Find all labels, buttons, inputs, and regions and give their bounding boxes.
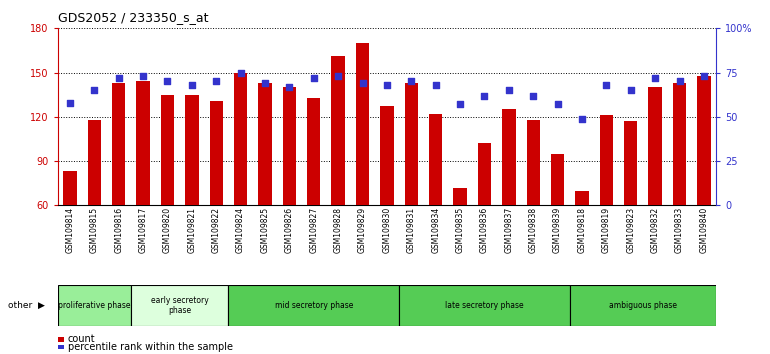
Bar	[454, 188, 467, 205]
Point	[698, 73, 710, 79]
Bar	[209, 101, 223, 205]
Bar	[502, 109, 516, 205]
Text: early secretory
phase: early secretory phase	[151, 296, 209, 315]
Point	[186, 82, 198, 88]
Point	[405, 79, 417, 84]
Point	[673, 79, 685, 84]
Point	[430, 82, 442, 88]
Bar	[161, 95, 174, 205]
Point	[137, 73, 149, 79]
Bar	[229, 285, 399, 326]
Bar	[697, 75, 711, 205]
Text: count: count	[68, 334, 95, 344]
Point	[478, 93, 490, 98]
Bar	[63, 171, 77, 205]
Text: GDS2052 / 233350_s_at: GDS2052 / 233350_s_at	[58, 11, 208, 24]
Bar	[112, 83, 126, 205]
Bar	[136, 81, 150, 205]
Point	[503, 87, 515, 93]
Point	[624, 87, 637, 93]
Bar	[575, 190, 589, 205]
Bar	[551, 154, 564, 205]
Text: late secretory phase: late secretory phase	[445, 301, 524, 310]
Bar	[258, 83, 272, 205]
Point	[527, 93, 539, 98]
Bar	[648, 87, 662, 205]
Text: ambiguous phase: ambiguous phase	[609, 301, 677, 310]
Point	[234, 70, 246, 75]
Point	[210, 79, 223, 84]
Bar	[399, 285, 570, 326]
Text: percentile rank within the sample: percentile rank within the sample	[68, 342, 233, 352]
Point	[161, 79, 173, 84]
Text: other  ▶: other ▶	[8, 301, 45, 310]
Point	[307, 75, 320, 81]
Bar	[331, 56, 345, 205]
Point	[112, 75, 125, 81]
Bar	[600, 115, 613, 205]
Bar	[673, 83, 686, 205]
Bar	[283, 87, 296, 205]
Point	[601, 82, 613, 88]
Bar	[58, 285, 131, 326]
Point	[88, 87, 100, 93]
Bar	[429, 114, 443, 205]
Point	[283, 84, 296, 90]
Bar	[131, 285, 229, 326]
Bar	[88, 120, 101, 205]
Text: proliferative phase: proliferative phase	[58, 301, 131, 310]
Bar	[234, 73, 247, 205]
Bar	[477, 143, 491, 205]
Bar	[570, 285, 716, 326]
Point	[454, 102, 466, 107]
Bar	[185, 95, 199, 205]
Point	[64, 100, 76, 105]
Bar	[356, 43, 370, 205]
Point	[357, 80, 369, 86]
Point	[551, 102, 564, 107]
Point	[332, 73, 344, 79]
Bar	[527, 120, 540, 205]
Bar	[380, 107, 393, 205]
Text: mid secretory phase: mid secretory phase	[275, 301, 353, 310]
Bar	[307, 98, 320, 205]
Bar	[624, 121, 638, 205]
Point	[380, 82, 393, 88]
Bar	[404, 83, 418, 205]
Point	[576, 116, 588, 121]
Point	[259, 80, 271, 86]
Point	[649, 75, 661, 81]
